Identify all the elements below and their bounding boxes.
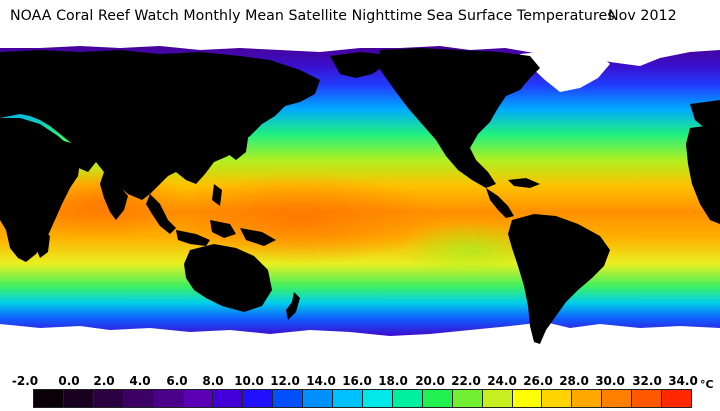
title-text: NOAA Coral Reef Watch Monthly Mean Satel… (10, 8, 615, 24)
tick-label: 10.0 (234, 374, 264, 388)
colorbar-swatch (482, 390, 513, 407)
colorbar-swatch (213, 390, 244, 407)
tick-label: 0.0 (58, 374, 80, 388)
colorbar (33, 389, 692, 408)
land-masses (0, 48, 720, 344)
colorbar-swatch (273, 390, 304, 407)
new-zealand (286, 292, 300, 320)
tick-label: 34.0 (668, 374, 698, 388)
tick-label: 12.0 (270, 374, 300, 388)
color-scale: -2.0 0.0 2.0 4.0 6.0 8.0 10.0 12.0 14.0 … (0, 367, 720, 411)
philippines (212, 184, 222, 206)
colorbar-swatch (602, 390, 633, 407)
colorbar-swatch (333, 390, 363, 407)
arctic-ice (0, 44, 720, 66)
europe-west (690, 100, 720, 128)
tick-label: 30.0 (595, 374, 625, 388)
east-pacific-cool-tongue (400, 221, 540, 277)
north-america (378, 48, 540, 188)
colorbar-swatch (153, 390, 184, 407)
colorbar-swatch (243, 390, 274, 407)
tick-label: 2.0 (93, 374, 115, 388)
australia (184, 244, 272, 312)
colorbar-swatch (123, 390, 154, 407)
sst-world-map (0, 44, 720, 367)
colorbar-swatch (632, 390, 663, 407)
tick-label: 18.0 (378, 374, 408, 388)
madagascar (36, 230, 50, 258)
india (100, 172, 128, 220)
new-guinea (240, 228, 276, 246)
alaska (330, 52, 384, 78)
tick-label: 16.0 (342, 374, 372, 388)
tick-label: -2.0 (11, 374, 39, 388)
tick-label: 14.0 (306, 374, 336, 388)
tick-label: 22.0 (451, 374, 481, 388)
colorbar-tick-labels: -2.0 0.0 2.0 4.0 6.0 8.0 10.0 12.0 14.0 … (0, 374, 720, 394)
central-america (486, 188, 514, 218)
west-pacific-warm-pool (160, 174, 440, 264)
africa (0, 118, 80, 262)
unit-label: °C (700, 378, 714, 391)
greenland-ice (520, 50, 610, 92)
colorbar-swatch (362, 390, 393, 407)
tick-label: 6.0 (166, 374, 188, 388)
hudson-region (470, 80, 506, 100)
colorbar-swatch (93, 390, 124, 407)
colorbar-swatch (542, 390, 573, 407)
title-date: Nov 2012 (608, 8, 677, 24)
japan (228, 130, 248, 160)
colorbar-swatch (392, 390, 423, 407)
colorbar-swatch (662, 390, 691, 407)
tick-label: 24.0 (487, 374, 517, 388)
tick-label: 20.0 (415, 374, 445, 388)
tick-label: 32.0 (632, 374, 662, 388)
colorbar-swatch (303, 390, 334, 407)
colorbar-swatch (512, 390, 543, 407)
africa-east-edge (686, 124, 720, 224)
colorbar-swatch (183, 390, 214, 407)
map-title: NOAA Coral Reef Watch Monthly Mean Satel… (0, 0, 720, 44)
southeast-asia (146, 194, 176, 234)
indonesia-1 (176, 230, 210, 246)
arabia (60, 140, 96, 172)
colorbar-swatch (452, 390, 483, 407)
tick-label: 8.0 (202, 374, 224, 388)
tick-label: 4.0 (129, 374, 151, 388)
tick-label: 28.0 (559, 374, 589, 388)
tick-label: 26.0 (523, 374, 553, 388)
eurasia (0, 50, 320, 200)
colorbar-swatch (422, 390, 453, 407)
indonesia-2 (210, 220, 236, 238)
colorbar-swatch (572, 390, 603, 407)
colorbar-swatch (34, 390, 64, 407)
caribbean (508, 178, 540, 188)
colorbar-swatch (63, 390, 94, 407)
south-america (508, 214, 610, 344)
